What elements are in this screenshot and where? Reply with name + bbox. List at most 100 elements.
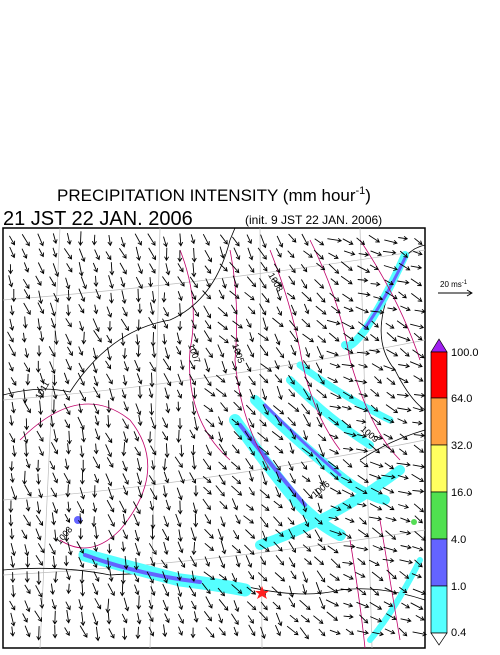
wind-arrow bbox=[24, 348, 30, 359]
wind-arrow bbox=[135, 403, 142, 416]
wind-arrow bbox=[9, 235, 16, 246]
wind-arrow bbox=[119, 247, 127, 259]
wind-arrow bbox=[328, 252, 339, 259]
wind-arrow bbox=[34, 610, 42, 623]
wind-arrow bbox=[25, 458, 31, 469]
wind-arrow bbox=[341, 321, 355, 330]
wind-arrow bbox=[162, 431, 168, 441]
wind-arrow bbox=[191, 247, 197, 263]
wind-arrow bbox=[358, 252, 370, 257]
wind-arrow bbox=[328, 461, 339, 470]
wind-arrow bbox=[289, 585, 295, 598]
wind-arrow bbox=[52, 385, 58, 400]
wind-arrow bbox=[91, 234, 97, 246]
wind-arrow bbox=[122, 485, 129, 496]
colorbar-top bbox=[430, 338, 448, 353]
wind-arrow bbox=[247, 247, 254, 261]
wind-arrow bbox=[191, 455, 197, 470]
wind-arrow bbox=[177, 541, 184, 554]
wind-arrow bbox=[231, 461, 241, 470]
coastline bbox=[359, 429, 426, 461]
wind-arrow bbox=[387, 306, 398, 312]
wind-arrow bbox=[232, 275, 239, 289]
wind-arrow bbox=[106, 612, 112, 625]
wind-arrow bbox=[22, 278, 30, 290]
wind-arrow bbox=[357, 332, 369, 341]
wind-arrow bbox=[219, 263, 228, 272]
wind-arrow bbox=[78, 248, 86, 263]
wind-arrow bbox=[369, 586, 380, 596]
wind-arrow bbox=[120, 541, 126, 552]
wind-arrow bbox=[150, 586, 156, 596]
wind-arrow bbox=[342, 293, 354, 302]
wind-arrow bbox=[189, 429, 196, 439]
wind-arrow bbox=[149, 403, 155, 416]
wind-arrow bbox=[24, 418, 29, 431]
wind-arrow bbox=[178, 557, 186, 569]
wind-arrow bbox=[151, 345, 157, 359]
wind-arrow bbox=[341, 419, 352, 429]
wind-arrow bbox=[330, 278, 339, 286]
wind-arrow bbox=[63, 472, 71, 485]
wind-arrow bbox=[78, 362, 85, 374]
wind-arrow bbox=[24, 484, 32, 497]
wind-arrow bbox=[302, 584, 308, 596]
wind-arrow bbox=[22, 470, 27, 485]
wind-arrow bbox=[63, 248, 72, 260]
wind-arrow bbox=[329, 292, 340, 302]
wind-arrow bbox=[10, 401, 16, 414]
wind-arrow bbox=[327, 237, 343, 243]
wind-arrow bbox=[81, 331, 87, 345]
wind-arrow bbox=[328, 416, 340, 426]
wind-arrow bbox=[233, 430, 243, 440]
wind-arrow bbox=[316, 292, 326, 303]
wind-arrow bbox=[290, 344, 297, 356]
wind-arrow bbox=[288, 597, 295, 608]
title: PRECIPITATION INTENSITY (mm hour-1) bbox=[57, 185, 371, 205]
wind-arrow bbox=[288, 388, 296, 398]
wind-arrow bbox=[397, 279, 410, 285]
wind-arrow bbox=[289, 264, 296, 274]
wind-arrow bbox=[191, 262, 197, 278]
wind-arrow bbox=[219, 500, 228, 510]
wind-arrow bbox=[286, 292, 296, 300]
wind-arrow bbox=[35, 528, 42, 541]
wind-arrow bbox=[355, 586, 367, 596]
wind-arrow bbox=[80, 459, 86, 473]
wind-arrow bbox=[67, 541, 73, 556]
wind-arrow bbox=[399, 586, 408, 594]
wind-arrow bbox=[248, 571, 255, 580]
wind-arrow bbox=[275, 555, 285, 566]
wind-arrow bbox=[137, 263, 143, 275]
wind-arrow bbox=[148, 543, 157, 556]
wind-arrow bbox=[176, 389, 183, 399]
wind-arrow bbox=[218, 289, 225, 300]
wind-arrow bbox=[149, 361, 156, 373]
wind-arrow bbox=[357, 474, 369, 483]
colorbar-segment bbox=[430, 585, 448, 634]
wind-arrow bbox=[276, 385, 283, 401]
wind-arrow bbox=[289, 330, 299, 343]
wind-arrow bbox=[175, 401, 181, 412]
wind-arrow bbox=[245, 404, 256, 416]
wind-arrow bbox=[287, 250, 295, 259]
wind-arrow bbox=[93, 386, 101, 399]
wind-arrow bbox=[274, 625, 281, 637]
wind-arrow bbox=[65, 601, 71, 611]
wind-arrow bbox=[106, 543, 112, 554]
wind-arrow bbox=[164, 443, 170, 458]
wind-arrow bbox=[289, 442, 295, 455]
wind-arrow bbox=[78, 528, 84, 540]
wind-arrow bbox=[355, 571, 366, 578]
wind-arrow bbox=[8, 500, 14, 513]
wind-arrow bbox=[415, 615, 425, 621]
wind-arrow bbox=[412, 546, 424, 552]
wind-arrow bbox=[245, 529, 256, 539]
wind-arrow bbox=[93, 375, 99, 387]
wind-arrow bbox=[204, 429, 214, 440]
wind-arrow bbox=[316, 262, 326, 271]
wind-arrow bbox=[317, 335, 327, 343]
wind-arrow bbox=[205, 418, 215, 428]
wind-arrow bbox=[329, 487, 342, 495]
wind-arrow bbox=[175, 513, 182, 528]
